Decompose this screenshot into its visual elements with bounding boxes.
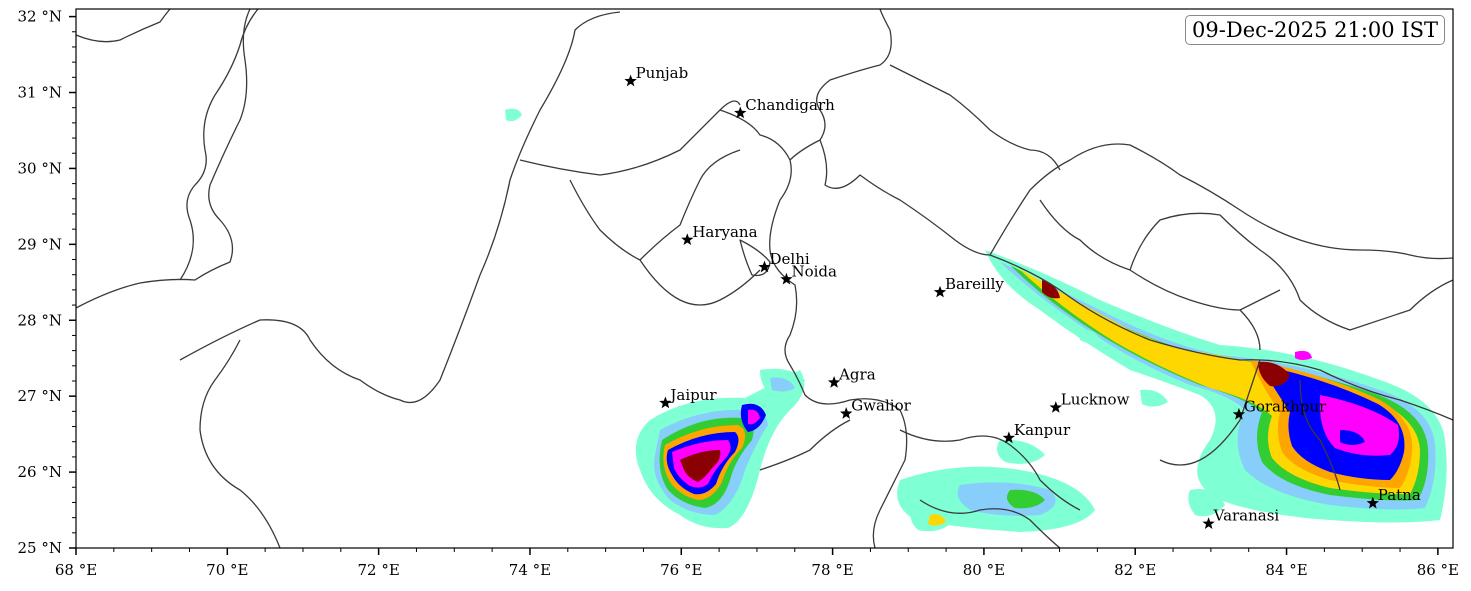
city-star-icon [1002, 431, 1016, 444]
city-star-icon [624, 74, 637, 87]
y-tick-label: 29 °N [18, 235, 62, 253]
y-tick-label: 27 °N [18, 387, 62, 405]
city-label: Varanasi [1213, 507, 1280, 525]
x-tick-label: 74 °E [509, 561, 551, 579]
city-label: Patna [1378, 486, 1421, 504]
city-label: Jaipur [668, 386, 717, 404]
y-tick-label: 28 °N [18, 311, 62, 329]
city-label: Chandigarh [745, 96, 835, 114]
city-label: Bareilly [945, 275, 1004, 293]
x-tick-label: 68 °E [55, 561, 97, 579]
x-tick-label: 72 °E [357, 561, 399, 579]
y-tick-label: 25 °N [18, 539, 62, 557]
precip-cluster-central [505, 108, 1095, 532]
city-star-icon [840, 407, 853, 419]
y-tick-label: 31 °N [18, 84, 62, 102]
x-tick-label: 80 °E [963, 561, 1005, 579]
state-boundaries [76, 9, 1453, 548]
y-tick-label: 30 °N [18, 159, 62, 177]
timestamp-label: 09-Dec-2025 21:00 IST [1185, 15, 1445, 45]
x-tick-label: 84 °E [1265, 561, 1307, 579]
city-star-icon [1202, 517, 1215, 529]
x-tick-label: 70 °E [206, 561, 248, 579]
y-axis: 25 °N 26 °N 27 °N 28 °N 29 °N 30 °N 31 °N 32 °N [18, 8, 76, 557]
city-label: Delhi [770, 250, 810, 268]
plot-frame [75, 8, 1454, 549]
city-star-icon [659, 396, 672, 409]
city-star-icon [933, 285, 947, 298]
city-label: Noida [791, 262, 837, 280]
city-star-icon [758, 260, 771, 273]
y-tick-label: 26 °N [18, 463, 62, 481]
city-star-icon [1366, 496, 1379, 509]
x-tick-label: 82 °E [1114, 561, 1156, 579]
city-label: Lucknow [1061, 391, 1130, 409]
city-label: Haryana [692, 223, 757, 241]
x-tick-label: 78 °E [811, 561, 853, 579]
city-label: Kanpur [1014, 421, 1071, 439]
city-star-icon [1049, 401, 1062, 413]
city-star-icon [827, 376, 841, 388]
city-star-icon [780, 272, 793, 285]
city-label: Agra [838, 366, 876, 384]
precip-cluster-jaipur [635, 370, 805, 529]
y-tick-label: 32 °N [18, 8, 62, 26]
x-tick-label: 76 °E [660, 561, 702, 579]
city-label: Gorakhpur [1244, 397, 1327, 415]
city-label: Gwalior [851, 397, 911, 415]
city-star-icon [681, 233, 694, 245]
x-axis: 68 °E 70 °E 72 °E 74 °E 76 °E 78 °E 80 °E 82 °E… [55, 548, 1459, 579]
x-tick-label: 86 °E [1417, 561, 1459, 579]
city-star-icon [734, 106, 747, 119]
city-label: Punjab [636, 64, 689, 82]
city-star-icon [1232, 407, 1246, 420]
